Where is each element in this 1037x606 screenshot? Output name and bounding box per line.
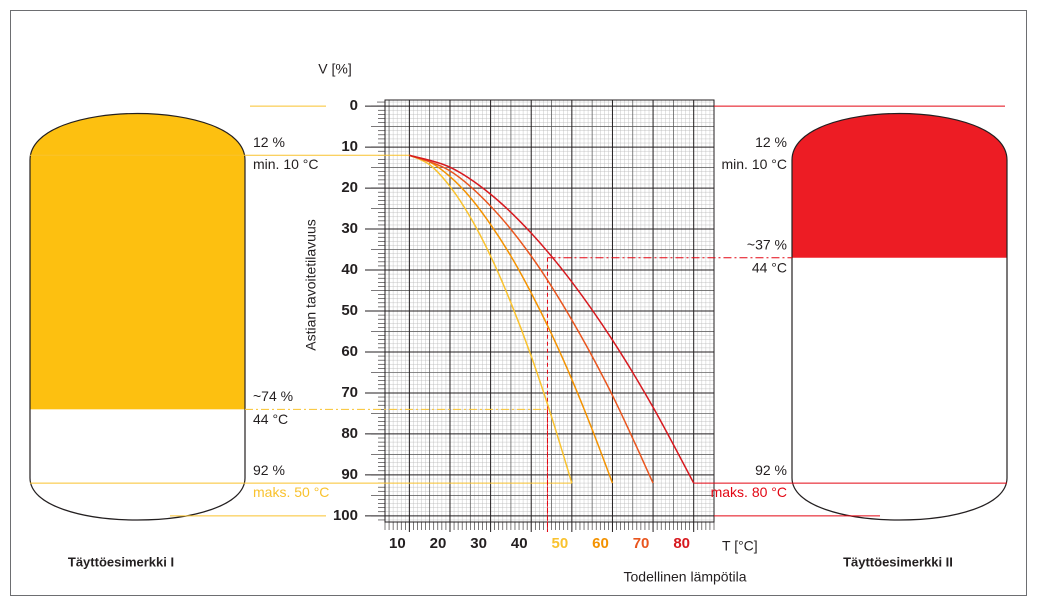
y-tick-label: 50: [341, 302, 358, 319]
start-temp-label: min. 10 °C: [253, 156, 319, 172]
y-tick-label: 40: [341, 261, 358, 278]
y-tick-label: 70: [341, 384, 358, 401]
y-tick-label: 100: [333, 507, 358, 524]
max-temp-label: maks. 50 °C: [253, 484, 329, 500]
example-title: Täyttöesimerkki II: [843, 554, 953, 569]
max-label: 92 %: [755, 462, 787, 478]
x-tick-label: 60: [592, 535, 609, 552]
y-tick-label: 80: [341, 425, 358, 442]
x-tick-label: 80: [673, 535, 690, 552]
start-temp-label: min. 10 °C: [721, 156, 787, 172]
x-tick-label: 30: [470, 535, 487, 552]
y-axis-label: V [%]: [318, 61, 351, 77]
start-label: 12 %: [253, 134, 285, 150]
level-temp-label: 44 °C: [752, 259, 787, 275]
start-label: 12 %: [755, 134, 787, 150]
y-tick-label: 0: [350, 97, 358, 114]
level-label: ~37 %: [747, 236, 787, 252]
y-tick-label: 30: [341, 220, 358, 237]
max-temp-label: maks. 80 °C: [711, 484, 787, 500]
x-tick-label: 40: [511, 535, 528, 552]
y-tick-label: 10: [341, 138, 358, 155]
y-tick-label: 60: [341, 343, 358, 360]
level-label: ~74 %: [253, 388, 293, 404]
example-title: Täyttöesimerkki I: [68, 554, 174, 569]
level-temp-label: 44 °C: [253, 411, 288, 427]
y-tick-label: 90: [341, 466, 358, 483]
y-tick-label: 20: [341, 179, 358, 196]
x-axis-title: Todellinen lämpötila: [624, 569, 747, 585]
x-tick-label: 70: [633, 535, 650, 552]
diagram: V [%] Astian tavoitetilavuus T [°C] Tode…: [0, 0, 1037, 606]
tank-fill: [30, 90, 245, 409]
y-axis-title: Astian tavoitetilavuus: [303, 219, 319, 351]
x-tick-label: 10: [389, 535, 406, 552]
x-tick-label: 20: [430, 535, 447, 552]
x-axis-label: T [°C]: [722, 538, 758, 554]
x-tick-label: 50: [551, 535, 568, 552]
max-label: 92 %: [253, 462, 285, 478]
